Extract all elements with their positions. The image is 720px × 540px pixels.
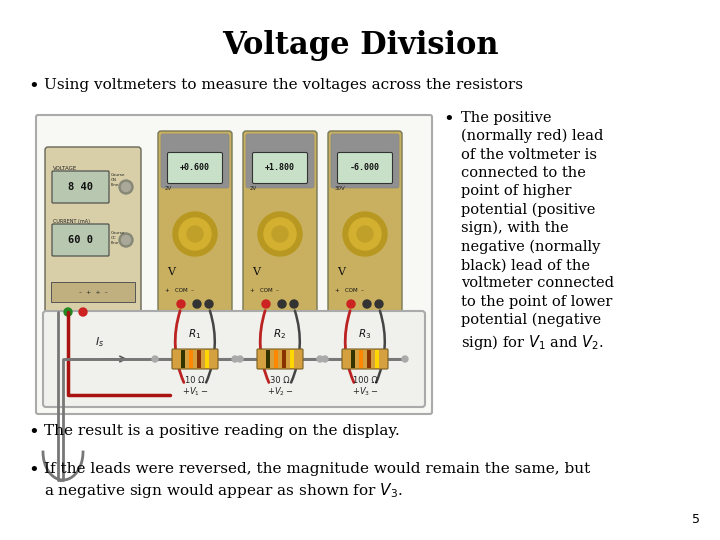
Circle shape — [402, 356, 408, 362]
Circle shape — [205, 300, 213, 308]
Circle shape — [193, 300, 201, 308]
Text: $+V_2-$: $+V_2-$ — [266, 386, 293, 399]
Text: 2V: 2V — [250, 186, 257, 191]
Circle shape — [179, 218, 211, 250]
Circle shape — [347, 300, 355, 308]
Text: 2V: 2V — [165, 186, 172, 191]
FancyBboxPatch shape — [52, 224, 109, 256]
Text: +   COM  –: + COM – — [335, 287, 364, 293]
FancyBboxPatch shape — [253, 152, 307, 184]
Circle shape — [262, 300, 270, 308]
Bar — [51, 282, 135, 302]
FancyBboxPatch shape — [328, 131, 402, 325]
Text: The positive
(normally red) lead
of the voltmeter is
connected to the
point of h: The positive (normally red) lead of the … — [461, 111, 613, 352]
Circle shape — [375, 300, 383, 308]
Circle shape — [232, 356, 238, 362]
Text: •: • — [28, 424, 39, 442]
Text: 60 0: 60 0 — [68, 235, 92, 245]
Circle shape — [258, 212, 302, 256]
FancyBboxPatch shape — [45, 147, 141, 323]
Text: V: V — [337, 267, 345, 277]
Bar — [367, 350, 371, 368]
FancyBboxPatch shape — [158, 131, 232, 325]
Text: Course
CN
Fine: Course CN Fine — [111, 173, 125, 187]
FancyBboxPatch shape — [331, 134, 399, 188]
Text: Using voltmeters to measure the voltages across the resistors: Using voltmeters to measure the voltages… — [44, 78, 523, 92]
Text: 30V: 30V — [335, 186, 346, 191]
Bar — [197, 350, 201, 368]
Text: VOLTAGE: VOLTAGE — [53, 165, 77, 171]
Bar — [359, 350, 363, 368]
Text: The result is a positive reading on the display.: The result is a positive reading on the … — [44, 424, 400, 438]
FancyBboxPatch shape — [342, 349, 388, 369]
Circle shape — [64, 308, 72, 316]
FancyBboxPatch shape — [246, 134, 314, 188]
Text: V: V — [167, 267, 175, 277]
Text: +1.800: +1.800 — [265, 164, 295, 172]
Text: $+V_1-$: $+V_1-$ — [181, 386, 208, 399]
FancyBboxPatch shape — [43, 311, 425, 407]
Circle shape — [79, 308, 87, 316]
Text: -6.000: -6.000 — [350, 164, 380, 172]
Bar — [181, 350, 185, 368]
Circle shape — [119, 180, 133, 194]
Text: +   COM  –: + COM – — [165, 287, 194, 293]
Text: CURRENT (mA): CURRENT (mA) — [53, 219, 90, 224]
FancyBboxPatch shape — [257, 349, 303, 369]
Text: $R_3$: $R_3$ — [359, 327, 372, 341]
Text: 5: 5 — [692, 513, 700, 526]
Text: $+V_3-$: $+V_3-$ — [352, 386, 378, 399]
Text: Course
CC
Fine: Course CC Fine — [111, 232, 125, 245]
Circle shape — [349, 218, 381, 250]
Circle shape — [272, 226, 288, 242]
Text: $I_s$: $I_s$ — [96, 335, 104, 349]
Text: Voltage Division: Voltage Division — [222, 30, 498, 61]
Circle shape — [290, 300, 298, 308]
Circle shape — [343, 212, 387, 256]
FancyBboxPatch shape — [52, 171, 109, 203]
Text: –  +  +  –: – + + – — [78, 289, 107, 294]
Circle shape — [322, 356, 328, 362]
Bar — [266, 350, 270, 368]
FancyBboxPatch shape — [161, 134, 229, 188]
Bar — [351, 350, 355, 368]
Bar — [375, 350, 379, 368]
Circle shape — [152, 356, 158, 362]
Circle shape — [122, 235, 130, 245]
Circle shape — [122, 183, 130, 192]
Text: •: • — [28, 78, 39, 96]
Text: •: • — [443, 111, 454, 129]
FancyBboxPatch shape — [36, 115, 432, 414]
Circle shape — [317, 356, 323, 362]
Text: 8 40: 8 40 — [68, 182, 92, 192]
Bar — [205, 350, 209, 368]
Circle shape — [237, 356, 243, 362]
Circle shape — [357, 226, 373, 242]
Circle shape — [119, 233, 133, 247]
Bar — [189, 350, 193, 368]
Text: +0.600: +0.600 — [180, 164, 210, 172]
Text: V: V — [252, 267, 260, 277]
Bar — [282, 350, 286, 368]
Bar — [274, 350, 278, 368]
Text: 10 Ω: 10 Ω — [185, 376, 204, 385]
Text: $R_1$: $R_1$ — [189, 327, 202, 341]
FancyBboxPatch shape — [243, 131, 317, 325]
Circle shape — [264, 218, 296, 250]
Text: 100 Ω: 100 Ω — [353, 376, 377, 385]
Circle shape — [173, 212, 217, 256]
Text: $R_2$: $R_2$ — [274, 327, 287, 341]
Circle shape — [177, 300, 185, 308]
Circle shape — [278, 300, 286, 308]
Bar — [290, 350, 294, 368]
Circle shape — [363, 300, 371, 308]
FancyBboxPatch shape — [172, 349, 218, 369]
FancyBboxPatch shape — [338, 152, 392, 184]
Text: If the leads were reversed, the magnitude would remain the same, but
a negative : If the leads were reversed, the magnitud… — [44, 462, 590, 500]
FancyBboxPatch shape — [168, 152, 222, 184]
Text: •: • — [28, 462, 39, 480]
Circle shape — [187, 226, 203, 242]
Text: 30 Ω: 30 Ω — [270, 376, 290, 385]
Text: +   COM  –: + COM – — [250, 287, 279, 293]
